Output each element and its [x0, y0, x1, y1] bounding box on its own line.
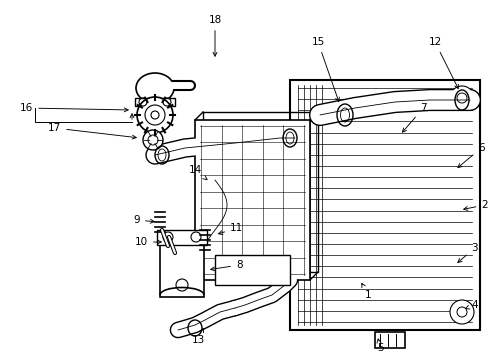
Text: 3: 3: [457, 243, 477, 262]
Bar: [160, 242, 203, 297]
Bar: [215, 255, 289, 285]
Text: 7: 7: [402, 103, 426, 132]
Text: 1: 1: [361, 283, 370, 300]
Text: 11: 11: [218, 223, 243, 234]
Bar: [157, 230, 206, 245]
Circle shape: [142, 130, 163, 150]
Bar: [135, 98, 175, 106]
Text: 13: 13: [191, 328, 204, 345]
Text: 16: 16: [20, 103, 128, 113]
Bar: [289, 80, 479, 330]
Bar: [195, 120, 309, 280]
Text: 18: 18: [208, 15, 221, 56]
Bar: [374, 332, 404, 348]
Ellipse shape: [136, 73, 174, 103]
Text: 4: 4: [465, 300, 477, 310]
Text: 15: 15: [311, 37, 339, 102]
Text: 14: 14: [188, 165, 206, 180]
Text: 9: 9: [133, 215, 154, 225]
Circle shape: [137, 97, 173, 133]
Text: 8: 8: [210, 260, 242, 271]
Text: 6: 6: [457, 143, 484, 167]
Text: 2: 2: [463, 200, 487, 210]
Text: 17: 17: [48, 123, 136, 139]
Text: 12: 12: [427, 37, 457, 89]
Text: 10: 10: [135, 237, 161, 247]
Text: 5: 5: [376, 339, 383, 353]
Circle shape: [449, 300, 473, 324]
Circle shape: [449, 86, 473, 110]
